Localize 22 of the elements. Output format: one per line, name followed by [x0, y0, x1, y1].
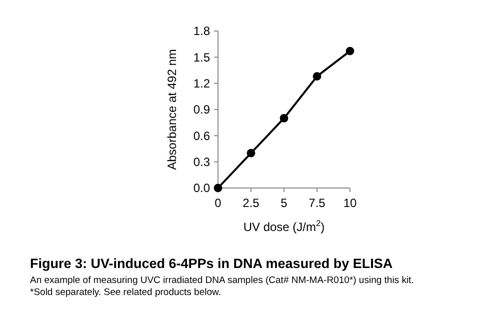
point — [280, 114, 288, 122]
text: Figure 3: UV-induced 6-4PPs in DNA measured by ELISA — [30, 256, 393, 271]
text: An example of measuring UVC irradiated DNA samples (Cat# NM-MA-R010*) using this kit. — [30, 275, 414, 286]
x-axis-title: UV dose (J/m$^{2}$) — [243, 218, 325, 234]
point — [346, 46, 354, 56]
x-tick-label: 10 — [343, 196, 357, 210]
x-tick-label: 0 — [214, 196, 222, 210]
x-tick-label: 2.5 — [242, 196, 260, 210]
x-tick-label: 7.5 — [308, 196, 326, 210]
x-tick-label: 5 — [280, 196, 288, 210]
y-tick-label: 0.3 — [193, 155, 210, 170]
point — [246, 148, 256, 158]
y-tick-label: 0.0 — [193, 181, 210, 196]
point — [312, 72, 322, 81]
text: *Sold separately. See related products below. — [30, 287, 221, 298]
y-tick-label: 0.9 — [193, 102, 210, 117]
y-tick-label: 1.5 — [193, 50, 210, 64]
y-tick-label: 0.6 — [193, 128, 210, 143]
point — [214, 184, 222, 192]
y-tick-label: 1.8 — [193, 24, 210, 38]
y-tick-label: 1.2 — [193, 76, 210, 91]
y-axis-title: Absorbance at 492 nm — [165, 49, 179, 170]
